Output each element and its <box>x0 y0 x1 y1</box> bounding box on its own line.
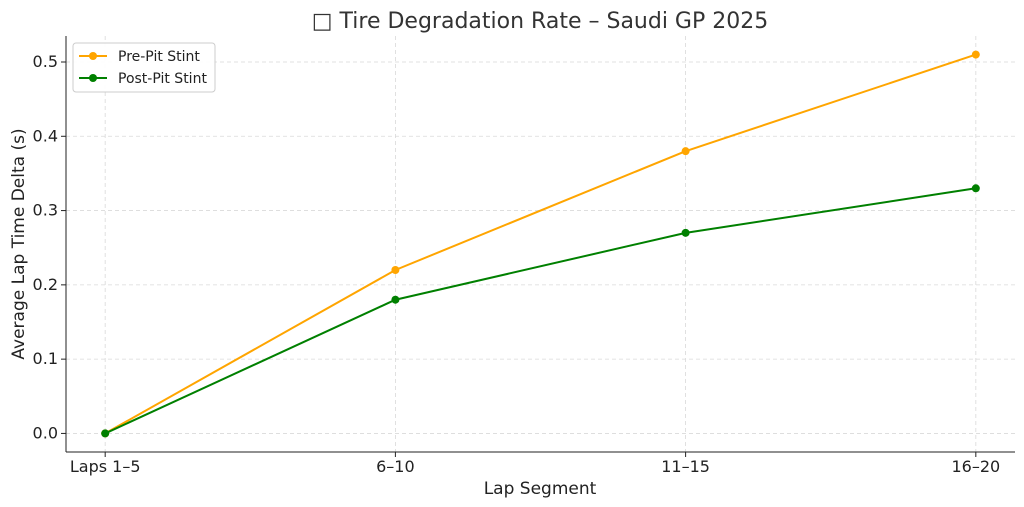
data-point <box>391 295 400 304</box>
series-line <box>104 187 976 435</box>
axes: Laps 1–5 6–10 11–15 16–20 0.0 0.1 0.2 0.3 0.4 0.5 <box>33 36 1015 476</box>
legend-swatch-marker <box>89 74 97 82</box>
x-tick-label: 11–15 <box>661 457 710 476</box>
y-tick-label: 0.3 <box>33 201 58 220</box>
chart-title: □ Tire Degradation Rate – Saudi GP 2025 <box>312 9 768 34</box>
y-tick-label: 0.5 <box>33 52 58 71</box>
data-point <box>391 266 400 274</box>
data-point <box>971 184 980 193</box>
y-tick-label: 0.2 <box>33 275 58 294</box>
legend-label: Pre-Pit Stint <box>118 49 200 65</box>
data-point <box>101 429 110 438</box>
series-line <box>104 53 977 435</box>
x-tick-label: Laps 1–5 <box>70 457 141 476</box>
x-axis-label: Lap Segment <box>484 479 597 499</box>
legend-label: Post-Pit Stint <box>118 71 207 87</box>
legend-item: Pre-Pit Stint <box>79 49 200 65</box>
y-tick-label: 0.0 <box>33 423 58 442</box>
y-axis-label: Average Lap Time Delta (s) <box>9 128 29 359</box>
x-tick-label: 6–10 <box>376 457 415 476</box>
data-point <box>971 50 980 59</box>
legend-item: Post-Pit Stint <box>79 71 207 87</box>
y-tick-label: 0.1 <box>33 349 58 368</box>
data-point <box>681 147 690 156</box>
series-1 <box>101 50 980 438</box>
legend-swatch-marker <box>89 52 97 60</box>
series <box>101 50 980 438</box>
data-point <box>681 228 690 237</box>
series-2 <box>101 184 980 438</box>
legend-box <box>72 42 216 93</box>
y-tick-label: 0.4 <box>33 126 58 145</box>
x-tick-label: 16–20 <box>951 457 1000 476</box>
legend: Pre-Pit Stint Post-Pit Stint <box>72 42 216 93</box>
grid <box>66 36 1015 452</box>
